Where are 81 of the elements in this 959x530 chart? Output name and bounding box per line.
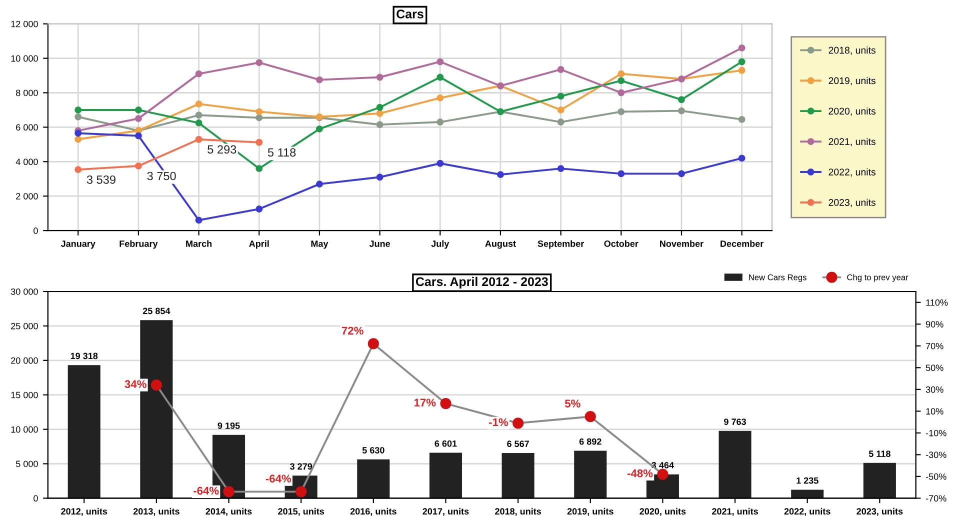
y-tick-label: 12 000: [11, 20, 38, 28]
x-tick-label: June: [369, 240, 390, 247]
x-tick-label: December: [720, 240, 764, 247]
x-tick-label: October: [604, 240, 638, 247]
y2-tick-label: 30%: [926, 386, 944, 393]
y-tick-label: 6 000: [16, 124, 38, 131]
legend-label: 2023, units: [828, 198, 876, 208]
y2-tick-label: -10%: [926, 430, 946, 436]
y-tick-label: 10 000: [11, 55, 38, 62]
data-label: -64%: [266, 474, 292, 483]
data-label: 5 118: [268, 148, 296, 157]
legend-label: Chg to prev year: [847, 274, 908, 282]
x-tick-label: March: [186, 240, 212, 247]
x-tick-label: August: [485, 240, 516, 249]
data-label: 5 118: [868, 450, 890, 457]
x-tick-label: 2012, units: [61, 508, 108, 516]
data-label: 6 601: [434, 440, 457, 447]
chart-title: Cars. April 2012 - 2023: [416, 276, 548, 289]
data-label: 6 567: [507, 440, 529, 447]
data-label: -48%: [627, 469, 653, 478]
data-label: 3 539: [86, 175, 116, 184]
y-tick-label: 20 000: [11, 357, 38, 364]
y-tick-label: 5 000: [16, 460, 38, 468]
x-tick-label: 2023, units: [856, 508, 903, 516]
chart-title: Cars: [396, 10, 424, 18]
legend-label: 2018, units: [828, 46, 876, 55]
y-tick-label: 8 000: [16, 90, 38, 96]
data-label: 6 892: [579, 438, 602, 445]
x-tick-label: 2013, units: [133, 508, 180, 516]
y2-tick-label: 50%: [926, 364, 944, 372]
legend-label: New Cars Regs: [749, 274, 806, 282]
legend-label: 2019, units: [828, 76, 876, 86]
data-label: 3 279: [290, 463, 312, 470]
y-tick-label: 25 000: [11, 322, 38, 330]
y-tick-label: 15 000: [11, 392, 38, 398]
y2-tick-label: -50%: [926, 473, 946, 480]
y-tick-label: 10 000: [11, 426, 38, 433]
y2-tick-label: 10%: [926, 408, 944, 415]
data-label: 34%: [124, 380, 146, 388]
data-label: -1%: [489, 418, 508, 426]
x-tick-label: 2015, units: [278, 508, 324, 516]
data-label: 9 195: [218, 422, 240, 429]
data-label: 19 318: [70, 352, 98, 360]
y2-tick-label: -30%: [926, 452, 946, 458]
data-label: 5 630: [362, 447, 384, 454]
y2-tick-label: 90%: [926, 321, 944, 328]
data-label: 1 235: [796, 477, 818, 484]
data-label: 25 854: [142, 308, 170, 314]
x-tick-label: 2014, units: [206, 508, 252, 516]
data-label: 3 750: [147, 172, 176, 180]
y2-tick-label: -70%: [926, 495, 946, 502]
x-tick-label: 2018, units: [495, 508, 542, 516]
x-tick-label: February: [120, 240, 158, 249]
y-tick-label: 0: [34, 495, 38, 502]
x-tick-label: 2017, units: [422, 508, 469, 516]
data-label: 17%: [414, 398, 436, 407]
y-tick-label: 30 000: [10, 288, 38, 295]
data-label: 5%: [564, 400, 580, 408]
x-tick-label: September: [538, 240, 584, 249]
data-label: -64%: [194, 486, 219, 495]
data-label: 72%: [342, 326, 364, 335]
x-tick-label: 2019, units: [567, 508, 614, 516]
x-tick-label: July: [431, 240, 450, 249]
x-tick-label: 2021, units: [712, 508, 758, 516]
x-tick-label: November: [660, 240, 704, 247]
legend-label: 2020, units: [828, 107, 876, 116]
legend-label: 2021, units: [828, 138, 876, 146]
y-tick-label: 2 000: [16, 193, 38, 200]
data-label: 9 763: [724, 418, 746, 425]
y-tick-label: 0: [34, 228, 38, 234]
y2-tick-label: 110%: [926, 299, 948, 306]
x-tick-label: May: [311, 240, 328, 249]
x-tick-label: 2016, units: [350, 508, 396, 516]
legend-label: 2022, units: [828, 168, 876, 177]
x-tick-label: 2022, units: [784, 508, 830, 516]
x-tick-label: January: [60, 240, 96, 249]
y-tick-label: 4 000: [16, 158, 38, 166]
y2-tick-label: 70%: [926, 342, 944, 350]
x-tick-label: April: [249, 240, 269, 249]
x-tick-label: 2020, units: [640, 508, 686, 516]
data-label: 5 293: [208, 145, 236, 154]
